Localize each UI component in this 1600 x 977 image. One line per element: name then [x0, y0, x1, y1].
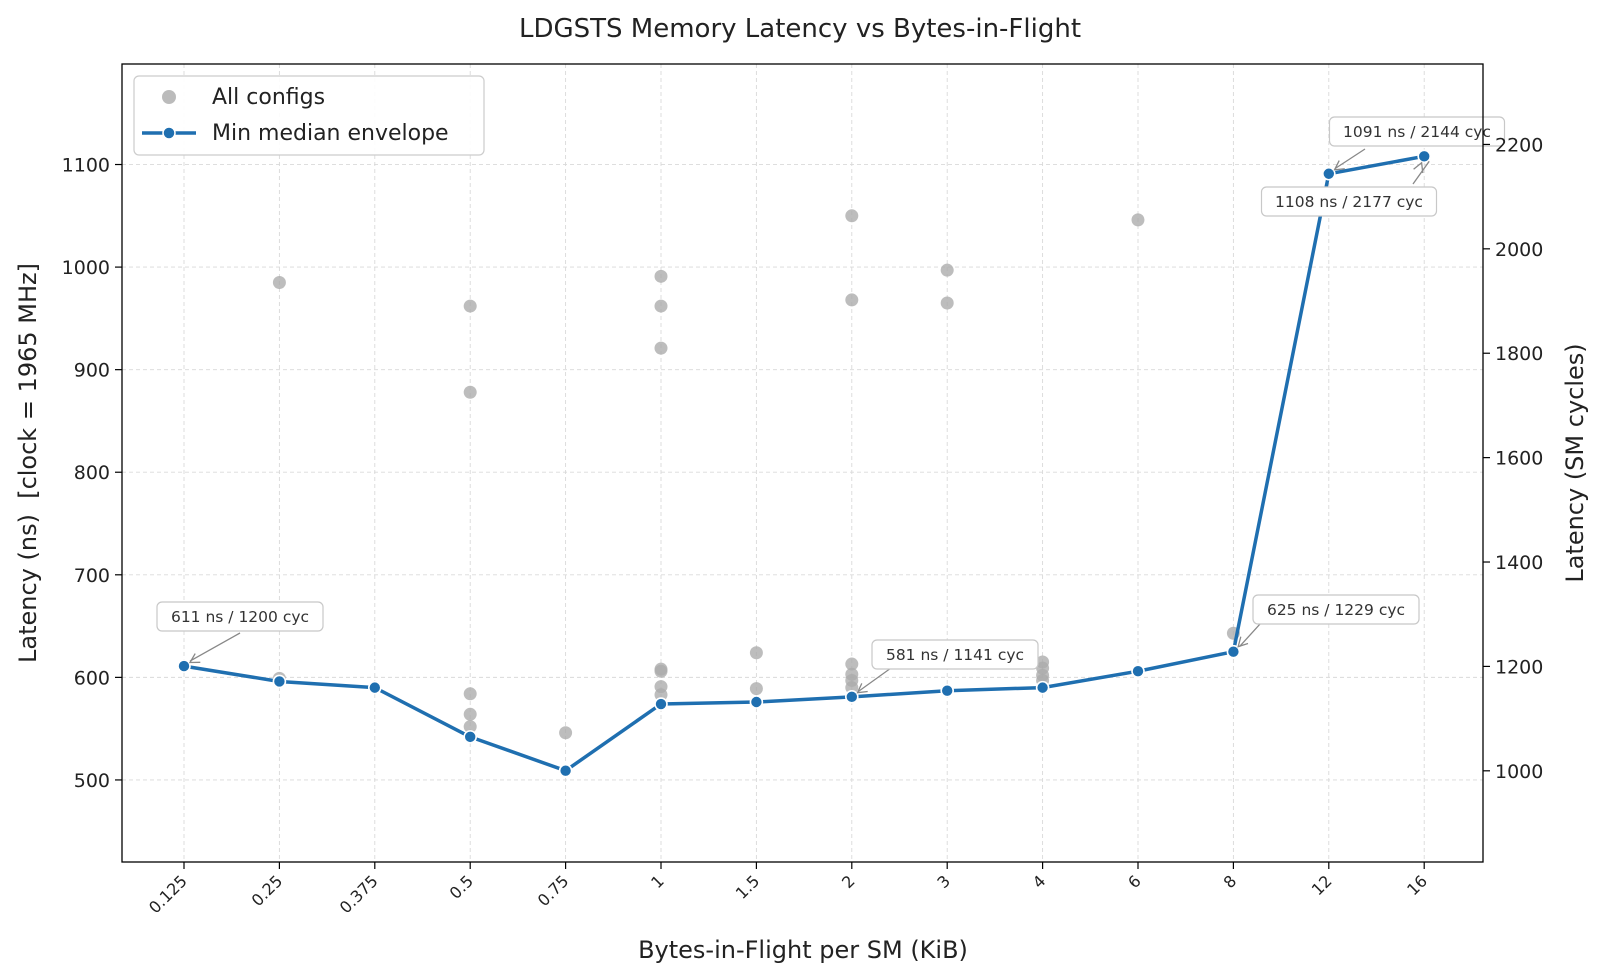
config-point: [559, 726, 573, 740]
envelope-point: [558, 763, 573, 778]
y-axis-label-left: Latency (ns) [clock = 1965 MHz]: [14, 263, 42, 663]
config-point: [654, 269, 668, 283]
annotation-arrowhead: [1413, 161, 1424, 174]
y-tick-label-left: 500: [74, 770, 110, 792]
y-tick-label-right: 1600: [1495, 448, 1543, 470]
annotation-arrow: [1334, 148, 1366, 170]
annotation-label: 625 ns / 1229 cyc: [1267, 601, 1405, 619]
y-tick-label-left: 1000: [62, 257, 110, 279]
y-tick-label-left: 900: [74, 360, 110, 382]
envelope-point: [940, 683, 955, 698]
y-tick-label-left: 600: [74, 667, 110, 689]
annotation-box: [1328, 116, 1506, 147]
config-point: [272, 275, 286, 289]
config-point: [1131, 213, 1145, 227]
y-tick-label-right: 1200: [1495, 656, 1543, 678]
legend: All configs Min median envelope: [133, 75, 485, 156]
envelope-point: [463, 730, 478, 744]
x-axis-label: Bytes-in-Flight per SM (KiB): [638, 936, 968, 964]
config-point: [463, 299, 477, 313]
envelope-point: [1417, 149, 1431, 164]
annotation-label: 1108 ns / 2177 cyc: [1275, 193, 1423, 211]
config-point: [845, 209, 859, 223]
config-point: [463, 707, 477, 721]
config-point: [845, 681, 859, 695]
series-layer: [177, 149, 1431, 778]
envelope-point: [844, 690, 859, 704]
envelope-point: [1322, 166, 1336, 181]
annotation-arrow: [189, 632, 241, 662]
annotation-box: [1252, 594, 1420, 625]
config-point: [463, 385, 477, 399]
envelope-point: [749, 695, 764, 709]
y-tick-label-right: 1000: [1495, 761, 1543, 783]
config-point: [654, 341, 668, 355]
y-tick-label-left: 700: [74, 565, 110, 587]
config-point: [463, 720, 477, 734]
y-tick-label-right: 2000: [1495, 239, 1543, 261]
annotation-arrowhead: [1333, 160, 1345, 171]
grid: [122, 64, 1483, 862]
legend-label-envelope: Min median envelope: [212, 121, 449, 146]
annotation-box: [156, 601, 324, 632]
annotation-box: [1260, 186, 1438, 217]
annotation-box: [871, 639, 1039, 670]
chart-title: LDGSTS Memory Latency vs Bytes-in-Flight: [519, 14, 1081, 44]
y-tick-label-right: 2200: [1495, 134, 1543, 156]
envelope-point: [367, 680, 382, 695]
config-point: [749, 646, 763, 660]
config-point: [845, 657, 859, 671]
envelope-point: [654, 697, 668, 711]
annotation-label: 581 ns / 1141 cyc: [886, 646, 1024, 664]
annotations: 611 ns / 1200 cyc 581 ns / 1141 cyc 625 ns…: [156, 116, 1506, 694]
plot-frame: [121, 63, 1484, 863]
legend-label-all-configs: All configs: [212, 85, 325, 110]
envelope-point: [272, 674, 287, 689]
config-point: [940, 263, 954, 277]
config-point: [463, 687, 477, 701]
legend-scatter-marker: [162, 90, 176, 104]
config-point: [654, 688, 668, 702]
config-point: [940, 296, 954, 310]
y-axis-label-right: Latency (SM cycles): [1561, 343, 1589, 582]
envelope-point: [1131, 664, 1145, 679]
envelope-point: [177, 659, 191, 673]
config-point: [845, 293, 859, 307]
annotation-arrowhead: [856, 683, 868, 694]
y-tick-label-right: 1800: [1495, 343, 1543, 365]
config-point: [654, 664, 668, 678]
config-point: [654, 299, 668, 313]
y-tick-label-left: 800: [74, 462, 110, 484]
annotation-label: 611 ns / 1200 cyc: [171, 608, 309, 626]
y-tick-label-left: 1100: [62, 155, 110, 177]
annotation-arrow: [1412, 160, 1430, 185]
legend-line-marker: [162, 126, 176, 140]
annotation-arrowhead: [188, 653, 201, 664]
legend-box: [133, 75, 485, 156]
envelope-line: [183, 154, 1425, 773]
annotation-arrowhead: [1237, 636, 1249, 648]
config-point: [749, 682, 763, 696]
annotation-label: 1091 ns / 2144 cyc: [1343, 123, 1491, 141]
envelope-point: [1226, 644, 1241, 659]
envelope-point: [1035, 680, 1050, 695]
y-tick-label-right: 1400: [1495, 552, 1543, 574]
